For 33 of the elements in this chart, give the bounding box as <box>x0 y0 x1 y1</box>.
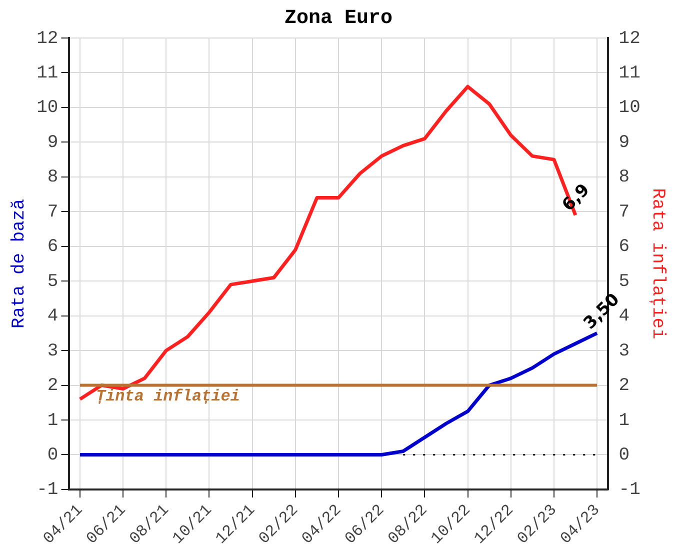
ref-line-label: Ținta inflației <box>96 387 240 406</box>
y-tick-label: 4 <box>47 306 58 327</box>
y-axis-title: Rata de bază <box>10 198 30 329</box>
y-tick-label: 12 <box>36 28 58 49</box>
y2-tick-label: 4 <box>618 306 630 327</box>
y-tick-label: 10 <box>36 98 58 118</box>
data-label: 6,9 <box>558 180 594 216</box>
y-tick-label: 7 <box>47 202 58 222</box>
chart-title: Zona Euro <box>284 7 393 30</box>
y-tick-label: 5 <box>47 272 58 292</box>
y2-tick-label: 0 <box>618 446 630 466</box>
y-tick-label: 2 <box>47 376 58 396</box>
y2-tick-label: 5 <box>618 272 630 292</box>
y-tick-label: 6 <box>47 237 58 258</box>
y2-tick-label: 7 <box>618 202 630 222</box>
y-tick-label: 0 <box>47 446 58 466</box>
y2-tick-label: 9 <box>618 132 630 153</box>
y-tick-label: -1 <box>36 480 58 500</box>
y2-axis-title: Rata inflației <box>647 188 668 340</box>
y2-tick-label: 10 <box>618 98 640 118</box>
y-tick-label: 9 <box>47 132 58 153</box>
y-tick-label: 3 <box>47 341 58 362</box>
y2-tick-label: 2 <box>618 376 630 396</box>
y2-tick-label: 11 <box>618 63 640 84</box>
y-tick-label: 8 <box>47 168 58 188</box>
y-tick-label: 11 <box>36 63 58 84</box>
y2-tick-label: 12 <box>618 28 640 49</box>
y2-tick-label: 3 <box>618 341 630 362</box>
y2-tick-label: 6 <box>618 237 630 258</box>
y2-tick-label: 8 <box>618 168 630 188</box>
y-tick-label: 1 <box>47 410 58 431</box>
y2-tick-label: 1 <box>618 410 630 431</box>
y2-tick-label: -1 <box>618 480 640 500</box>
